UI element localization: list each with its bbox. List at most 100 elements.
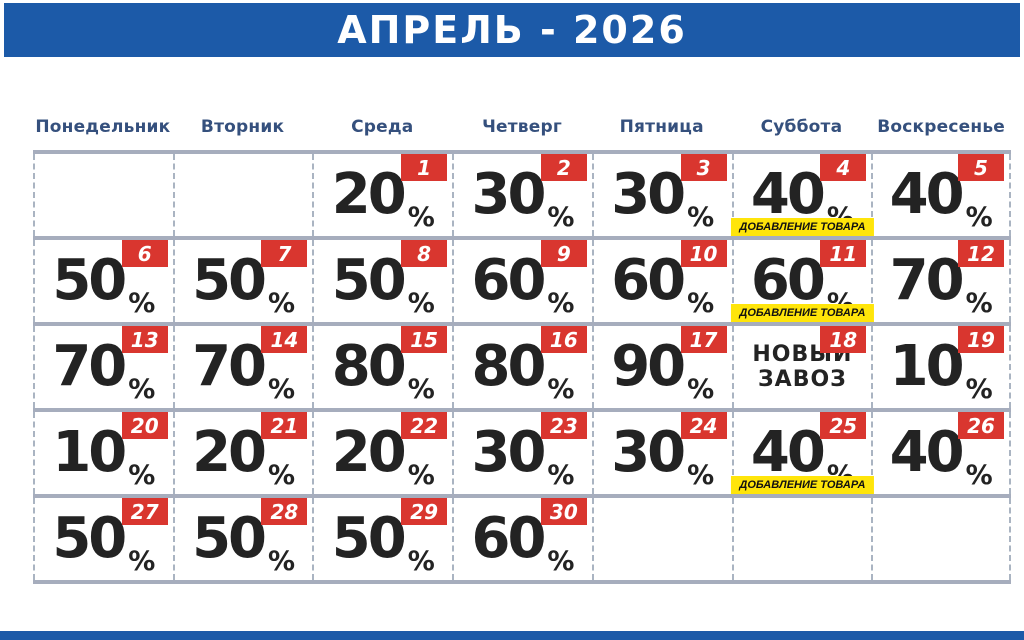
day-cell: 21 20% bbox=[172, 412, 313, 494]
day-number-badge: 8 bbox=[401, 240, 448, 267]
discount-percent: 60% bbox=[594, 240, 732, 322]
discount-percent: 50% bbox=[35, 240, 173, 322]
discount-value: 70 bbox=[192, 334, 267, 399]
discount-value: 50 bbox=[192, 248, 267, 313]
discount-percent: 70% bbox=[35, 326, 173, 408]
discount-value: 40 bbox=[889, 162, 965, 227]
percent-sign: % bbox=[407, 546, 435, 577]
week-row: 27 50% 28 50% 29 50% 30 60% bbox=[33, 494, 1011, 580]
day-number-badge: 17 bbox=[680, 326, 727, 353]
weekday-label: Суббота bbox=[760, 117, 843, 137]
discount-percent: 80% bbox=[454, 326, 592, 408]
percent-sign: % bbox=[128, 374, 156, 405]
day-cell-empty bbox=[731, 498, 872, 580]
discount-percent: 20% bbox=[314, 412, 452, 494]
discount-value: 30 bbox=[471, 162, 546, 227]
day-cell: 5 40% bbox=[871, 154, 1011, 236]
calendar-grid: 120%230%330%440%ДОБАВЛЕНИЕ ТОВАРА540%650… bbox=[33, 150, 1011, 584]
discount-percent: 70% bbox=[175, 326, 313, 408]
day-number-badge: 16 bbox=[540, 326, 587, 353]
percent-sign: % bbox=[128, 288, 156, 319]
percent-sign: % bbox=[407, 202, 435, 233]
percent-sign: % bbox=[268, 460, 296, 491]
discount-value: 20 bbox=[192, 420, 267, 485]
day-number-badge: 7 bbox=[261, 240, 308, 267]
discount-value: 70 bbox=[889, 248, 965, 313]
percent-sign: % bbox=[128, 460, 156, 491]
discount-percent: 60% bbox=[454, 498, 592, 580]
percent-sign: % bbox=[268, 374, 296, 405]
discount-percent: 50% bbox=[314, 240, 452, 322]
day-cell: 13 70% bbox=[33, 326, 173, 408]
discount-percent: 40% bbox=[873, 412, 1009, 494]
day-number-badge: 21 bbox=[261, 412, 308, 439]
discount-value: 50 bbox=[331, 248, 407, 313]
discount-value: 60 bbox=[611, 248, 686, 313]
day-cell: 22 20% bbox=[312, 412, 452, 494]
day-number-badge: 13 bbox=[121, 326, 168, 353]
percent-sign: % bbox=[547, 202, 575, 233]
day-cell: 2 30% bbox=[452, 154, 592, 236]
percent-sign: % bbox=[965, 202, 993, 233]
percent-sign: % bbox=[965, 460, 993, 491]
day-number-badge: 23 bbox=[540, 412, 587, 439]
discount-percent: 30% bbox=[594, 154, 732, 236]
weekday-label: Вторник bbox=[200, 117, 285, 137]
day-number-badge: 2 bbox=[540, 154, 587, 181]
discount-value: 80 bbox=[331, 334, 407, 399]
new-arrival-note-line: ЗАВОЗ bbox=[758, 367, 847, 392]
discount-value: 40 bbox=[750, 162, 826, 227]
discount-percent: 30% bbox=[454, 154, 592, 236]
day-number-badge: 5 bbox=[957, 154, 1004, 181]
percent-sign: % bbox=[687, 202, 715, 233]
day-cell: 9 60% bbox=[452, 240, 592, 322]
discount-value: 60 bbox=[750, 248, 826, 313]
day-number-badge: 26 bbox=[957, 412, 1004, 439]
discount-value: 90 bbox=[611, 334, 686, 399]
percent-sign: % bbox=[547, 546, 575, 577]
discount-percent: 50% bbox=[314, 498, 452, 580]
percent-sign: % bbox=[965, 374, 993, 405]
discount-value: 50 bbox=[331, 506, 407, 571]
discount-value: 50 bbox=[52, 506, 127, 571]
day-cell: 3 30% bbox=[591, 154, 732, 236]
discount-value: 50 bbox=[192, 506, 267, 571]
percent-sign: % bbox=[268, 288, 296, 319]
discount-value: 40 bbox=[889, 420, 965, 485]
day-cell: 7 50% bbox=[172, 240, 313, 322]
day-cell: 6 50% bbox=[33, 240, 173, 322]
weekday-label: Среда bbox=[351, 117, 414, 137]
page-title: АПРЕЛЬ - 2026 bbox=[337, 8, 687, 52]
promo-label: ДОБАВЛЕНИЕ ТОВАРА bbox=[731, 218, 874, 236]
bottom-accent-bar bbox=[0, 631, 1024, 640]
weekday-label: Понедельник bbox=[35, 117, 171, 137]
day-number-badge: 10 bbox=[680, 240, 727, 267]
discount-value: 20 bbox=[331, 162, 407, 227]
day-number-badge: 24 bbox=[680, 412, 727, 439]
day-number-badge: 22 bbox=[401, 412, 448, 439]
day-number-badge: 25 bbox=[820, 412, 867, 439]
discount-value: 70 bbox=[52, 334, 127, 399]
day-number-badge: 29 bbox=[401, 498, 448, 525]
discount-percent: 20% bbox=[314, 154, 452, 236]
day-cell: 19 10% bbox=[871, 326, 1011, 408]
percent-sign: % bbox=[407, 460, 435, 491]
discount-value: 60 bbox=[471, 506, 546, 571]
discount-percent: 10% bbox=[873, 326, 1009, 408]
discount-value: 20 bbox=[331, 420, 407, 485]
weekday-label: Пятница bbox=[619, 117, 704, 137]
discount-percent: 50% bbox=[175, 240, 313, 322]
day-cell: 12 70% bbox=[871, 240, 1011, 322]
day-number-badge: 1 bbox=[401, 154, 448, 181]
day-cell: 8 50% bbox=[312, 240, 452, 322]
weekday-label: Четверг bbox=[482, 117, 562, 137]
day-cell: 14 70% bbox=[172, 326, 313, 408]
day-number-badge: 3 bbox=[680, 154, 727, 181]
discount-percent: 80% bbox=[314, 326, 452, 408]
percent-sign: % bbox=[965, 288, 993, 319]
discount-value: 60 bbox=[471, 248, 546, 313]
day-number-badge: 4 bbox=[820, 154, 867, 181]
day-number-badge: 19 bbox=[957, 326, 1004, 353]
